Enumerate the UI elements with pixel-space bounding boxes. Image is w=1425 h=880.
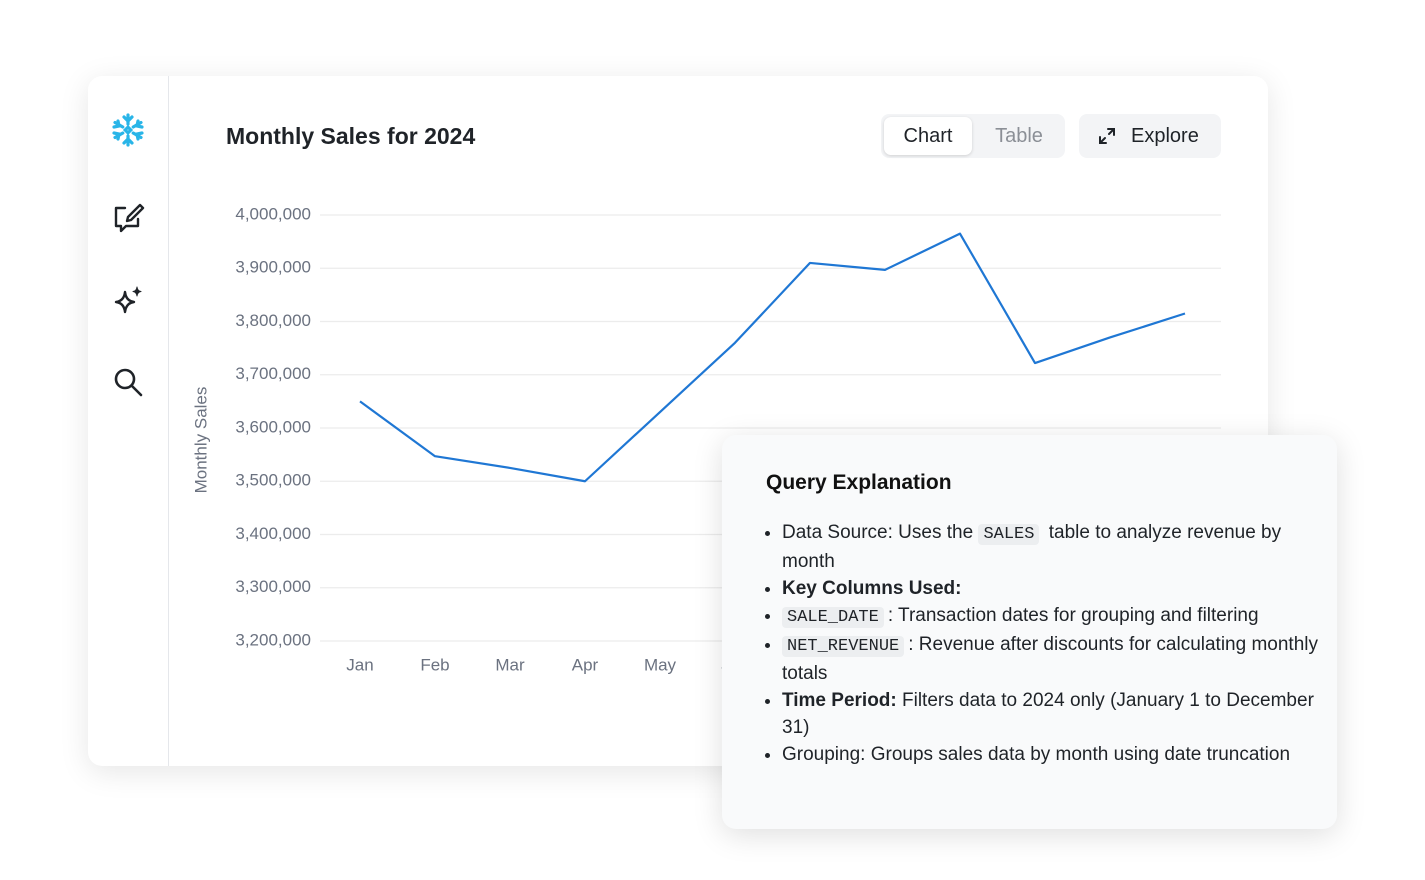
y-tick-label: 3,800,000 xyxy=(235,311,311,330)
panel-title: Query Explanation xyxy=(766,471,952,494)
explanation-item: NET_REVENUE: Revenue after discounts for… xyxy=(782,631,1322,687)
chart-card: Monthly Sales for 2024 Chart Table Explo… xyxy=(88,76,1268,766)
code-term: NET_REVENUE xyxy=(782,636,905,657)
y-tick-label: 4,000,000 xyxy=(235,204,311,223)
explanation-item: SALE_DATE: Transaction dates for groupin… xyxy=(782,602,1322,631)
bold-text: Key Columns Used: xyxy=(782,578,962,599)
y-axis-label: Monthly Sales xyxy=(191,387,210,494)
x-tick-label: Apr xyxy=(572,655,599,674)
x-tick-label: Mar xyxy=(495,655,525,674)
x-tick-label: May xyxy=(644,655,677,674)
view-toggle: Chart Table xyxy=(881,114,1065,158)
item-text: : Transaction dates for grouping and fil… xyxy=(887,605,1259,626)
sales-line xyxy=(359,232,1186,483)
item-text: Filters data to 2024 only (January 1 to … xyxy=(782,690,1314,738)
chart-tab[interactable]: Chart xyxy=(884,117,972,155)
bold-text: Time Period: xyxy=(782,690,897,711)
table-tab[interactable]: Table xyxy=(995,125,1043,147)
y-tick-label: 3,500,000 xyxy=(235,471,311,490)
y-tick-label: 3,700,000 xyxy=(235,364,311,383)
y-tick-label: 3,300,000 xyxy=(235,577,311,596)
explanation-list: Data Source: Uses the SALES table to ana… xyxy=(766,519,1322,768)
explore-button[interactable]: Explore xyxy=(1079,114,1221,158)
code-term: SALE_DATE xyxy=(782,607,884,628)
chart-title: Monthly Sales for 2024 xyxy=(226,123,476,149)
edit-icon[interactable] xyxy=(110,200,146,236)
explanation-item: Data Source: Uses the SALES table to ana… xyxy=(782,519,1322,575)
item-text: table to analyze revenue by month xyxy=(782,522,1282,572)
x-tick-label: Feb xyxy=(420,655,449,674)
x-tick-label: Jan xyxy=(346,655,373,674)
sidebar xyxy=(88,76,169,766)
item-text: Data Source: Uses the xyxy=(782,522,979,543)
ai-icon[interactable] xyxy=(110,282,146,318)
y-tick-label: 3,400,000 xyxy=(235,524,311,543)
y-tick-label: 3,900,000 xyxy=(235,258,311,277)
code-term: SALES xyxy=(978,524,1040,545)
item-text: Grouping: Groups sales data by month usi… xyxy=(782,744,1291,765)
item-text: : Revenue after discounts for calculatin… xyxy=(782,634,1318,684)
expand-icon xyxy=(1099,128,1115,144)
explore-label: Explore xyxy=(1131,125,1199,147)
explanation-panel: Query Explanation Data Source: Uses the … xyxy=(722,435,1337,829)
explanation-item: Grouping: Groups sales data by month usi… xyxy=(782,741,1322,768)
y-tick-label: 3,200,000 xyxy=(235,630,311,649)
search-icon[interactable] xyxy=(110,364,146,400)
logo xyxy=(112,113,144,147)
explanation-item: Time Period: Filters data to 2024 only (… xyxy=(782,687,1322,741)
explanation-item: Key Columns Used: xyxy=(782,575,1322,602)
y-tick-label: 3,600,000 xyxy=(235,417,311,436)
